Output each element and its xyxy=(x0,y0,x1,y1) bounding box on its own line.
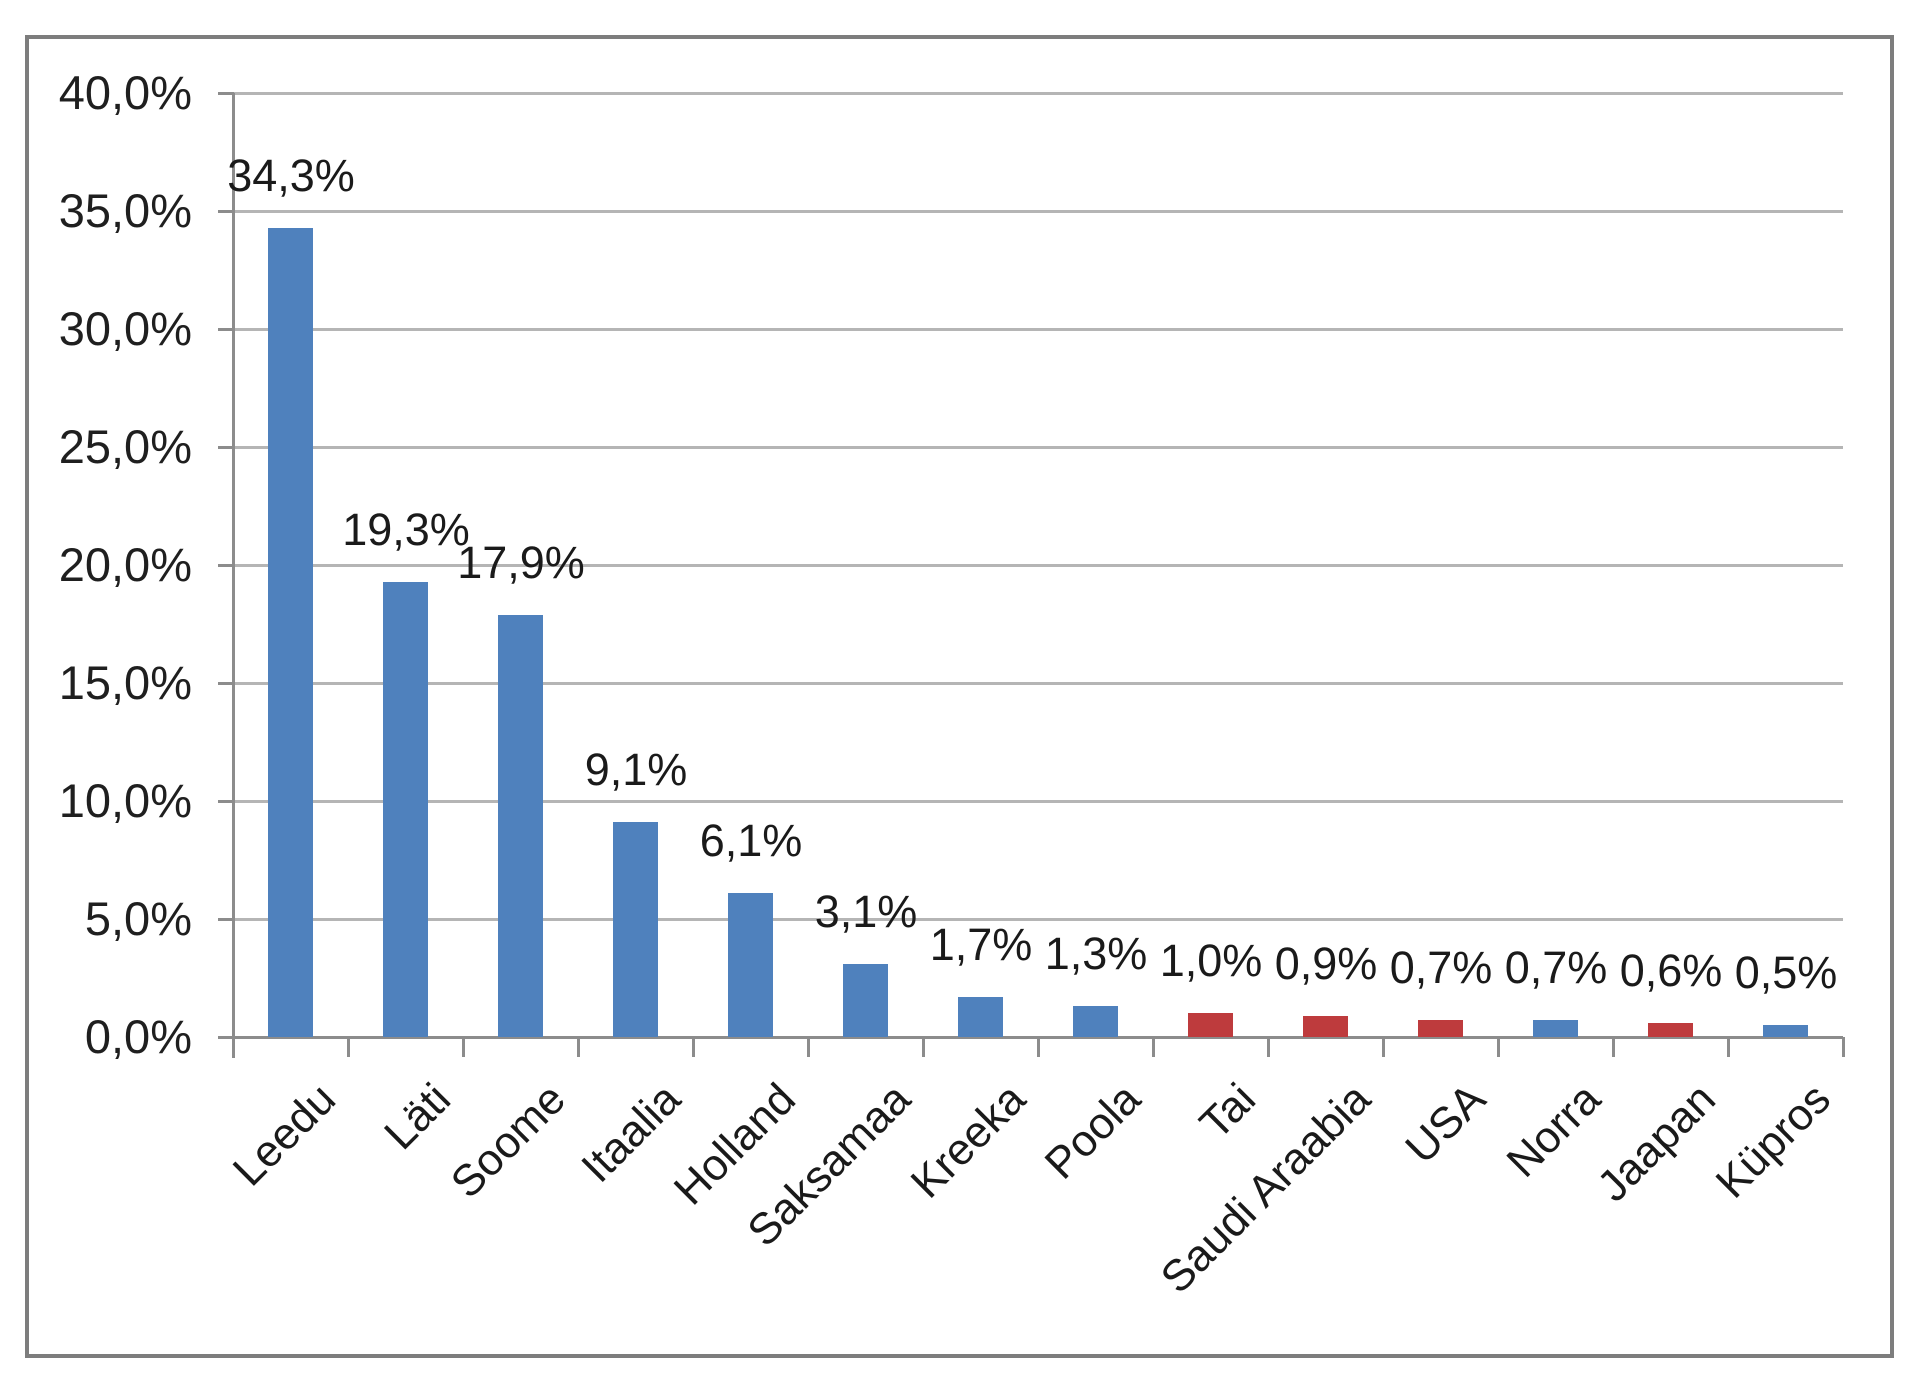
bar xyxy=(268,228,313,1037)
bar-value-label: 0,6% xyxy=(1619,945,1723,996)
y-tick xyxy=(218,800,234,803)
bar xyxy=(1533,1020,1578,1037)
x-tick xyxy=(692,1037,695,1057)
bar-value-label: 1,0% xyxy=(1159,935,1263,986)
bar-value-label: 34,3% xyxy=(227,150,355,201)
bar xyxy=(613,822,658,1037)
gridline xyxy=(233,210,1843,213)
bar-value-label: 0,7% xyxy=(1389,942,1493,993)
bar-value-label: 1,7% xyxy=(929,919,1033,970)
y-axis-line xyxy=(232,93,235,1058)
bar xyxy=(383,582,428,1037)
x-tick xyxy=(1497,1037,1500,1057)
bar xyxy=(1763,1025,1808,1037)
bar xyxy=(843,964,888,1037)
y-tick-label: 10,0% xyxy=(58,774,192,827)
bar xyxy=(498,615,543,1037)
bar-value-label: 9,1% xyxy=(584,744,688,795)
bar xyxy=(958,997,1003,1037)
bar xyxy=(1418,1020,1463,1037)
gridline xyxy=(233,446,1843,449)
y-tick xyxy=(218,918,234,921)
chart-frame xyxy=(25,35,1894,1358)
y-tick-label: 20,0% xyxy=(58,538,192,591)
x-tick xyxy=(807,1037,810,1057)
x-tick xyxy=(1267,1037,1270,1057)
bar-value-label: 0,5% xyxy=(1734,947,1838,998)
x-tick xyxy=(1727,1037,1730,1057)
x-tick xyxy=(1612,1037,1615,1057)
bar-value-label: 17,9% xyxy=(457,537,585,588)
x-tick xyxy=(577,1037,580,1057)
x-tick xyxy=(1037,1037,1040,1057)
y-tick xyxy=(218,210,234,213)
y-tick-label: 15,0% xyxy=(58,656,192,709)
gridline xyxy=(233,92,1843,95)
y-tick-label: 30,0% xyxy=(58,302,192,355)
bar xyxy=(1188,1013,1233,1037)
y-tick-label: 0,0% xyxy=(84,1010,192,1063)
gridline xyxy=(233,682,1843,685)
bar-value-label: 6,1% xyxy=(699,815,803,866)
y-tick xyxy=(218,682,234,685)
bar-value-label: 19,3% xyxy=(342,504,470,555)
x-tick xyxy=(462,1037,465,1057)
bar xyxy=(728,893,773,1037)
y-tick xyxy=(218,328,234,331)
y-tick-label: 40,0% xyxy=(58,66,192,119)
gridline xyxy=(233,800,1843,803)
x-tick xyxy=(1842,1037,1845,1057)
y-tick-label: 35,0% xyxy=(58,184,192,237)
bar-value-label: 0,9% xyxy=(1274,938,1378,989)
bar-value-label: 3,1% xyxy=(814,886,918,937)
y-tick xyxy=(218,446,234,449)
y-tick xyxy=(218,1036,234,1039)
bar xyxy=(1303,1016,1348,1037)
y-tick-label: 25,0% xyxy=(58,420,192,473)
bar xyxy=(1073,1006,1118,1037)
bar-value-label: 0,7% xyxy=(1504,942,1608,993)
bar-value-label: 1,3% xyxy=(1044,928,1148,979)
x-tick xyxy=(1382,1037,1385,1057)
gridline xyxy=(233,328,1843,331)
x-tick xyxy=(1152,1037,1155,1057)
y-tick xyxy=(218,564,234,567)
bar xyxy=(1648,1023,1693,1037)
y-tick-label: 5,0% xyxy=(84,892,192,945)
gridline xyxy=(233,564,1843,567)
gridline xyxy=(233,918,1843,921)
x-tick xyxy=(922,1037,925,1057)
y-tick xyxy=(218,92,234,95)
x-tick xyxy=(347,1037,350,1057)
